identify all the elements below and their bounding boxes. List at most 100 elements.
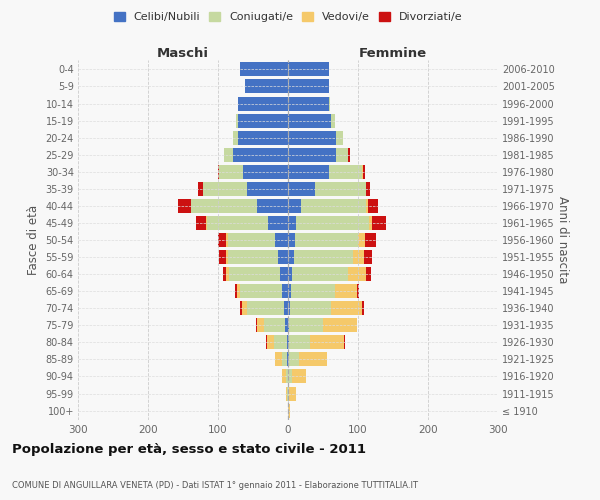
Bar [295, 233, 358, 247]
Bar [289, 336, 310, 349]
Bar [368, 199, 379, 213]
Y-axis label: Anni di nascita: Anni di nascita [556, 196, 569, 284]
Bar [288, 233, 295, 247]
Bar [288, 80, 329, 94]
Bar [292, 267, 348, 281]
Bar [199, 182, 203, 196]
Bar [196, 216, 206, 230]
Bar [358, 284, 359, 298]
Bar [283, 284, 288, 298]
Bar [203, 182, 247, 196]
Bar [288, 96, 329, 110]
Bar [218, 233, 226, 247]
Bar [288, 370, 292, 384]
Bar [299, 352, 327, 366]
Bar [206, 216, 207, 230]
Bar [241, 62, 288, 76]
Bar [288, 404, 290, 417]
Bar [242, 302, 247, 315]
Bar [314, 182, 366, 196]
Bar [240, 302, 242, 315]
Bar [235, 284, 237, 298]
Text: Femmine: Femmine [359, 47, 427, 60]
Bar [241, 284, 283, 298]
Bar [274, 336, 287, 349]
Bar [310, 336, 344, 349]
Bar [178, 199, 191, 213]
Bar [233, 130, 238, 144]
Bar [286, 370, 288, 384]
Bar [329, 96, 330, 110]
Bar [245, 80, 288, 94]
Bar [285, 318, 288, 332]
Bar [356, 318, 358, 332]
Bar [296, 216, 368, 230]
Bar [220, 250, 226, 264]
Bar [366, 182, 367, 196]
Bar [228, 250, 278, 264]
Bar [287, 386, 288, 400]
Bar [278, 250, 288, 264]
Bar [288, 302, 290, 315]
Bar [275, 233, 288, 247]
Bar [288, 199, 301, 213]
Bar [288, 165, 329, 178]
Y-axis label: Fasce di età: Fasce di età [27, 205, 40, 275]
Bar [288, 182, 314, 196]
Bar [362, 302, 364, 315]
Bar [228, 233, 275, 247]
Bar [283, 370, 286, 384]
Text: Popolazione per età, sesso e stato civile - 2011: Popolazione per età, sesso e stato civil… [12, 442, 366, 456]
Bar [323, 318, 356, 332]
Bar [191, 199, 257, 213]
Bar [364, 250, 372, 264]
Bar [289, 318, 323, 332]
Bar [236, 114, 238, 128]
Bar [289, 386, 296, 400]
Bar [288, 267, 292, 281]
Bar [292, 370, 305, 384]
Bar [290, 302, 331, 315]
Bar [329, 165, 362, 178]
Bar [301, 199, 366, 213]
Bar [229, 267, 280, 281]
Bar [207, 216, 268, 230]
Bar [291, 284, 335, 298]
Bar [233, 148, 288, 162]
Bar [257, 199, 288, 213]
Bar [293, 250, 353, 264]
Bar [365, 233, 376, 247]
Bar [238, 96, 288, 110]
Bar [288, 284, 291, 298]
Bar [280, 267, 288, 281]
Text: Maschi: Maschi [157, 47, 209, 60]
Bar [288, 114, 331, 128]
Bar [247, 302, 284, 315]
Bar [264, 318, 285, 332]
Bar [335, 130, 343, 144]
Bar [358, 233, 365, 247]
Bar [367, 182, 370, 196]
Bar [275, 352, 282, 366]
Bar [288, 318, 289, 332]
Bar [363, 165, 365, 178]
Bar [335, 148, 348, 162]
Bar [257, 318, 264, 332]
Bar [226, 250, 228, 264]
Bar [288, 216, 296, 230]
Bar [286, 386, 287, 400]
Bar [288, 250, 293, 264]
Bar [368, 216, 372, 230]
Bar [218, 165, 220, 178]
Bar [288, 130, 335, 144]
Bar [288, 62, 329, 76]
Bar [268, 216, 288, 230]
Bar [247, 182, 288, 196]
Bar [224, 148, 233, 162]
Bar [226, 233, 228, 247]
Bar [289, 352, 299, 366]
Bar [372, 216, 386, 230]
Bar [284, 302, 288, 315]
Bar [220, 165, 242, 178]
Bar [288, 386, 289, 400]
